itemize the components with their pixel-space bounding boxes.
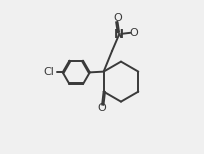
Text: Cl: Cl xyxy=(43,67,54,77)
Text: O: O xyxy=(97,103,106,113)
Text: O: O xyxy=(129,28,137,38)
Text: N: N xyxy=(113,28,123,41)
Text: O: O xyxy=(113,13,121,23)
